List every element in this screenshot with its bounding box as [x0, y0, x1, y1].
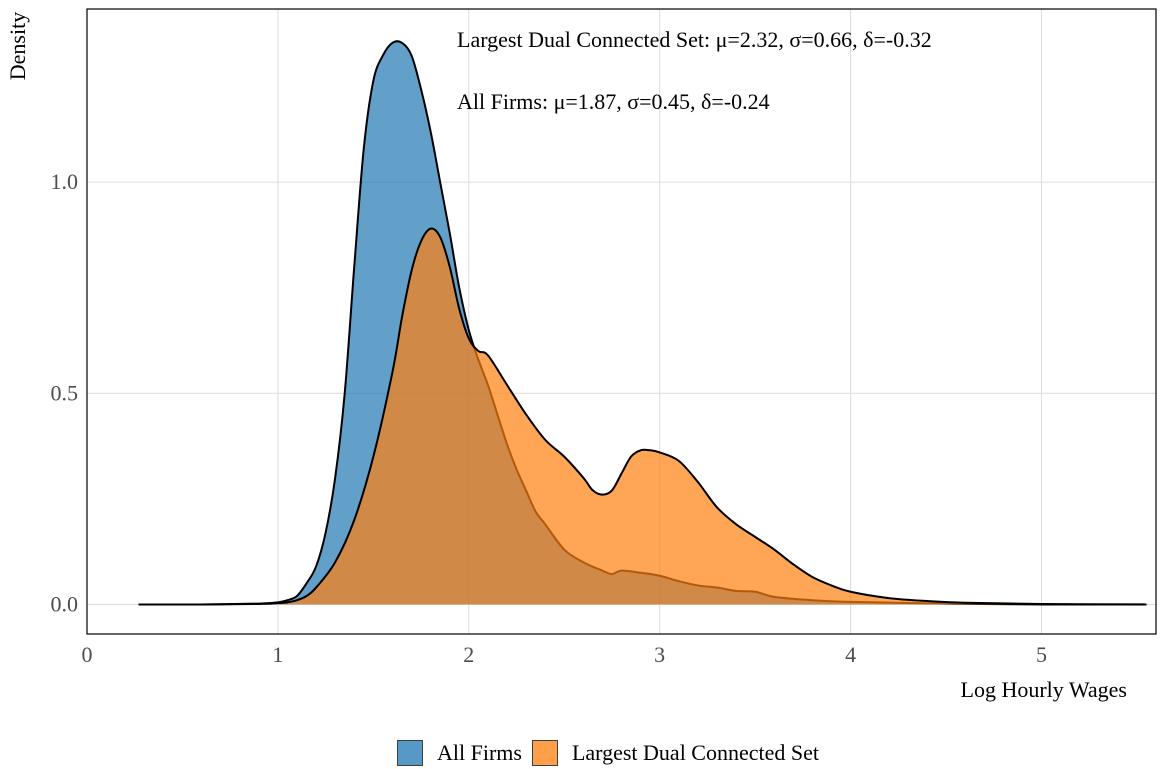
x-tick-label: 1	[272, 642, 283, 667]
y-axis-title: Density	[5, 12, 30, 80]
x-axis-title: Log Hourly Wages	[961, 677, 1127, 702]
legend-swatch-all-firms	[397, 740, 423, 766]
plot-panel-border	[86, 8, 1157, 635]
density-line-dual-connected	[138, 227, 1147, 606]
y-tick-label: 0.0	[51, 591, 79, 616]
legend-item-all-firms: All Firms	[397, 740, 522, 766]
legend-label-dual-connected: Largest Dual Connected Set	[571, 740, 819, 765]
annotation-dual-connected: Largest Dual Connected Set: μ=2.32, σ=0.…	[457, 27, 932, 52]
density-areas	[138, 40, 1147, 606]
x-tick-label: 5	[1036, 642, 1047, 667]
legend-swatch-dual-connected	[531, 740, 558, 766]
x-tick-label: 2	[463, 642, 474, 667]
annotation-all-firms: All Firms: μ=1.87, σ=0.45, δ=-0.24	[457, 89, 770, 114]
annotations: Largest Dual Connected Set: μ=2.32, σ=0.…	[457, 27, 932, 114]
y-tick-label: 0.5	[51, 380, 79, 405]
density-area-dual-connected	[138, 228, 1147, 605]
legend: All Firms Largest Dual Connected Set	[397, 737, 829, 769]
y-tick-label: 1.0	[51, 169, 79, 194]
axis-ticks: 0 1 2 3 4 5 0.0 0.5 1.0	[51, 169, 1047, 667]
x-tick-label: 3	[654, 642, 665, 667]
legend-label-all-firms: All Firms	[437, 740, 522, 765]
legend-item-dual-connected: Largest Dual Connected Set	[531, 740, 819, 766]
x-tick-label: 0	[82, 642, 93, 667]
x-tick-label: 4	[845, 642, 856, 667]
